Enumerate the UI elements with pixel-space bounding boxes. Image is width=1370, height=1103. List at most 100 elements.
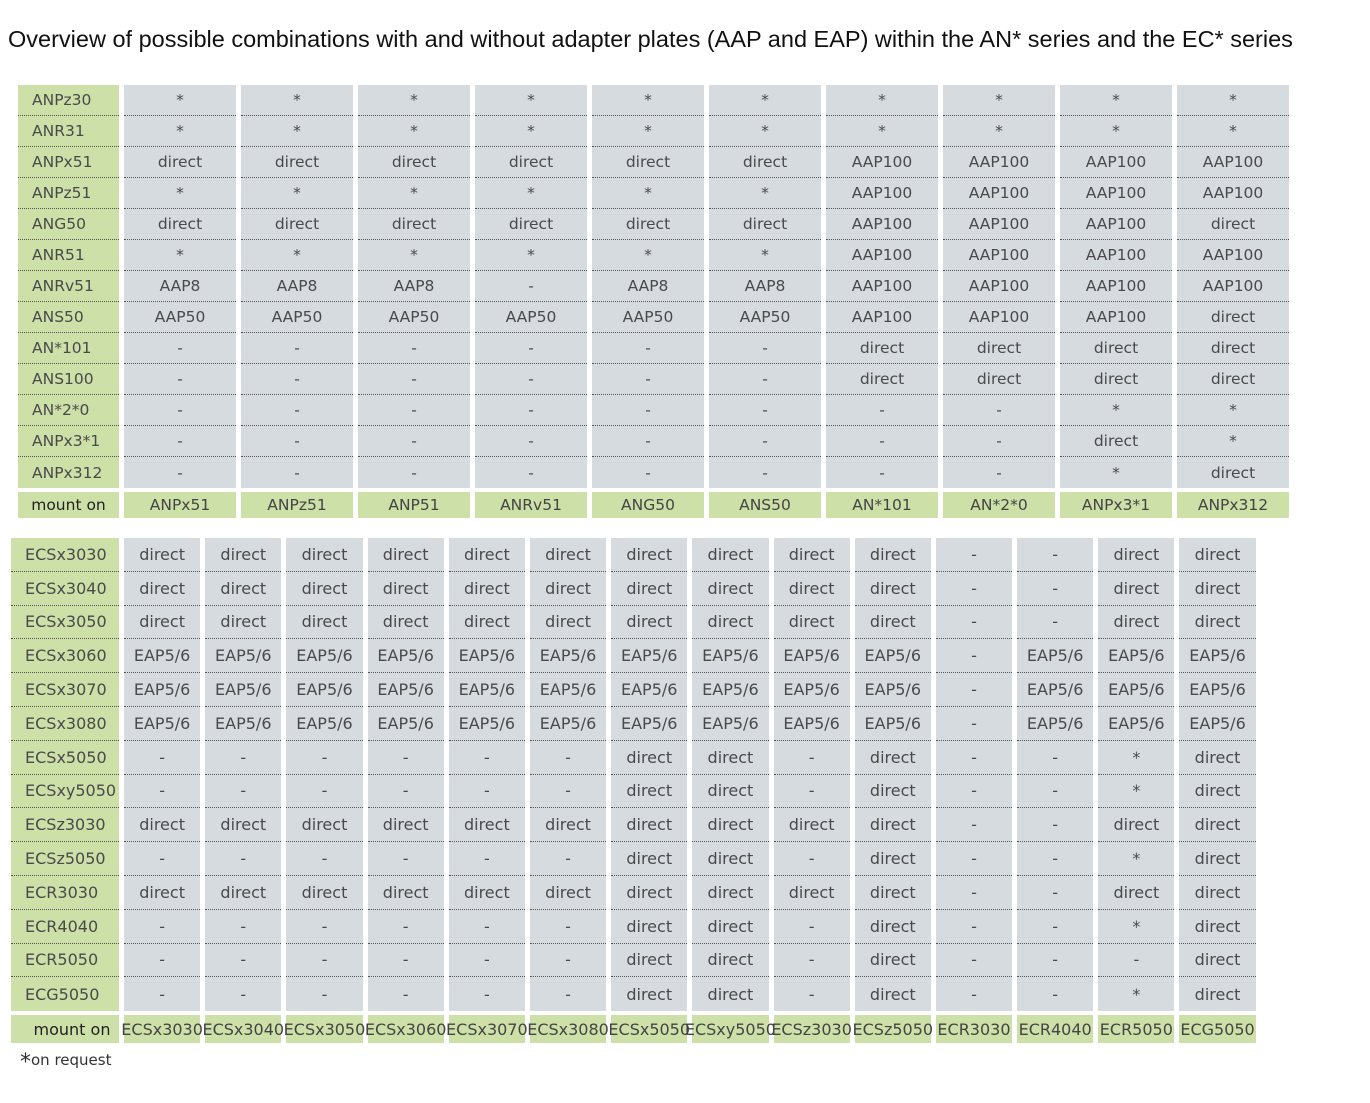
column-header: ANPx3*1 [1060,492,1172,518]
row-label: ANS50 [18,302,119,333]
column-header: ECR4040 [1017,1015,1094,1044]
table-cell: EAP5/6 [367,673,444,707]
table-cell: - [1017,842,1094,876]
table-cell: - [124,977,201,1012]
row-label: ECSx3060 [11,639,119,674]
table-cell: * [358,178,470,209]
table-cell: AAP100 [943,240,1055,271]
table-cell: direct [773,538,850,572]
table-cell: - [124,842,201,876]
table-cell: - [1017,808,1094,843]
table-cell: * [1060,116,1172,147]
table-cell: AAP100 [1177,178,1289,209]
table-cell: direct [529,875,607,910]
table-cell: direct [1177,333,1289,364]
table-cell: direct [205,605,282,640]
row-label: ANRv51 [18,271,119,302]
table-cell: direct [611,740,688,775]
table-cell: - [448,842,525,876]
table-cell: direct [1179,774,1256,809]
table-cell: direct [611,943,688,978]
table-cell: direct [124,605,201,640]
table-cell: EAP5/6 [448,639,525,674]
table-cell: * [709,240,821,271]
table-cell: EAP5/6 [1179,673,1256,707]
table-cell: direct [1177,457,1289,488]
table-cell: - [592,457,704,488]
table-cell: - [205,909,282,944]
table-cell: EAP5/6 [1098,639,1175,674]
table-cell: direct [367,875,444,910]
table-cell: - [935,605,1013,640]
table-cell: - [935,673,1013,707]
table-cell: - [358,333,470,364]
table-cell: - [286,977,363,1012]
table-cell: EAP5/6 [286,706,363,741]
footnote-star: * [20,1050,31,1075]
table-cell: direct [205,571,282,606]
table-cell: direct [943,364,1055,395]
table-cell: direct [692,538,769,572]
table-cell: direct [611,875,688,910]
table-cell: direct [611,605,688,640]
table-cell: direct [286,571,363,606]
table-cell: - [367,909,444,944]
table-cell: * [1098,842,1175,876]
table-cell: - [286,740,363,775]
table-cell: direct [241,147,353,178]
table-cell: AAP8 [709,271,821,302]
table-cell: AAP8 [124,271,236,302]
table-cell: direct [1179,808,1256,843]
table-cell: direct [943,333,1055,364]
table-cell: AAP100 [943,209,1055,240]
table-cell: AAP100 [826,178,938,209]
table-cell: - [124,426,236,457]
table-cell: AAP100 [1060,271,1172,302]
table-cell: - [529,842,607,876]
row-label: ECSx3040 [11,571,119,606]
table-cell: EAP5/6 [124,673,201,707]
table-cell: - [709,395,821,426]
table-cell: AAP100 [943,271,1055,302]
column-header: ECG5050 [1179,1015,1256,1044]
table-cell: - [241,395,353,426]
table-cell: direct [1179,605,1256,640]
table-cell: direct [1179,571,1256,606]
table-cell: AAP50 [592,302,704,333]
table-cell: EAP5/6 [529,706,607,741]
column-header: ECSz3030 [771,1015,852,1044]
row-label: ECSx3050 [11,605,119,640]
table-cell: direct [448,875,525,910]
table-cell: - [124,364,236,395]
table-cell: - [124,333,236,364]
table-cell: EAP5/6 [773,639,850,674]
table-cell: EAP5/6 [205,639,282,674]
table-cell: - [709,426,821,457]
table-cell: - [448,774,525,809]
table-cell: direct [529,538,607,572]
table-cell: EAP5/6 [1098,706,1175,741]
column-header: ANPx51 [124,492,236,518]
table-cell: direct [1098,571,1175,606]
table-cell: direct [529,571,607,606]
table-cell: - [592,364,704,395]
row-label: AN*2*0 [18,395,119,426]
table-cell: * [475,240,587,271]
row-label: ECSx3070 [11,673,119,707]
column-header: ECSx5050 [608,1015,690,1044]
table-cell: direct [854,842,931,876]
table-cell: - [241,457,353,488]
table-cell: - [935,808,1013,843]
table-cell: AAP100 [826,209,938,240]
table-cell: EAP5/6 [124,639,201,674]
table-cell: - [241,364,353,395]
table-cell: - [1017,571,1094,606]
table-cell: EAP5/6 [1098,673,1175,707]
table-cell: * [1060,457,1172,488]
table-cell: - [241,333,353,364]
table-cell: direct [1177,209,1289,240]
table-cell: - [124,740,201,775]
table-cell: direct [611,774,688,809]
table-cell: direct [692,943,769,978]
column-header: ECSx3050 [284,1015,365,1044]
